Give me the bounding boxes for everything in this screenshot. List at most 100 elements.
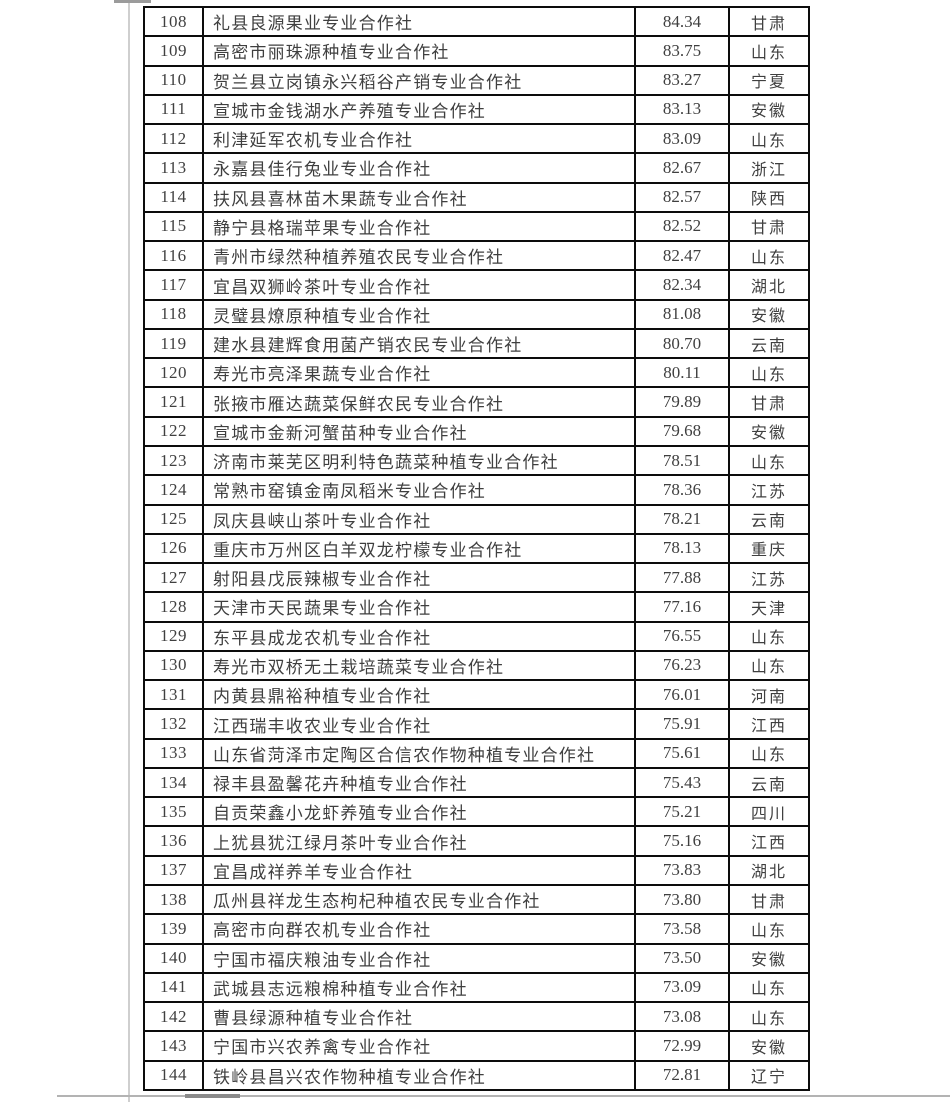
- score-cell: 84.34: [634, 5, 730, 38]
- score-cell: 82.57: [634, 181, 730, 213]
- table-row: 137 宜昌成祥养羊专业合作社 73.83 湖北: [143, 854, 810, 886]
- province-cell: 山东: [728, 444, 810, 477]
- score-cell: 76.55: [634, 620, 730, 652]
- name-cell: 建水县建辉食用菌产销农民专业合作社: [202, 327, 636, 360]
- score-cell: 83.27: [634, 64, 730, 96]
- score-cell: 80.70: [634, 327, 730, 360]
- rank-cell: 143: [143, 1030, 204, 1062]
- rank-cell: 124: [143, 474, 204, 506]
- rank-cell: 113: [143, 152, 204, 184]
- rank-cell: 138: [143, 883, 204, 916]
- province-cell: 山东: [728, 649, 810, 682]
- rank-cell: 135: [143, 796, 204, 828]
- province-cell: 山东: [728, 240, 810, 272]
- score-cell: 75.16: [634, 825, 730, 857]
- score-cell: 73.80: [634, 883, 730, 916]
- name-cell: 瓜州县祥龙生态枸杞种植农民专业合作社: [202, 883, 636, 916]
- table-row: 121 张掖市雁达蔬菜保鲜农民专业合作社 79.89 甘肃: [143, 386, 810, 418]
- table-row: 139 高密市向群农机专业合作社 73.58 山东: [143, 913, 810, 945]
- name-cell: 禄丰县盈馨花卉种植专业合作社: [202, 766, 636, 799]
- province-cell: 山东: [728, 123, 810, 155]
- score-cell: 72.99: [634, 1030, 730, 1062]
- name-cell: 射阳县戊辰辣椒专业合作社: [202, 562, 636, 594]
- score-cell: 75.43: [634, 766, 730, 799]
- name-cell: 扶风县喜林苗木果蔬专业合作社: [202, 181, 636, 213]
- name-cell: 江西瑞丰收农业专业合作社: [202, 708, 636, 740]
- table-row: 109 高密市丽珠源种植专业合作社 83.75 山东: [143, 35, 810, 67]
- rank-cell: 126: [143, 532, 204, 565]
- score-cell: 82.34: [634, 269, 730, 301]
- province-cell: 山东: [728, 913, 810, 945]
- name-cell: 张掖市雁达蔬菜保鲜农民专业合作社: [202, 386, 636, 418]
- top-margin-cap-line: [114, 0, 151, 3]
- table-row: 118 灵璧县燎原种植专业合作社 81.08 安徽: [143, 298, 810, 330]
- province-cell: 江苏: [728, 474, 810, 506]
- score-cell: 82.67: [634, 152, 730, 184]
- score-cell: 73.50: [634, 942, 730, 974]
- table-row: 141 武城县志远粮棉种植专业合作社 73.09 山东: [143, 971, 810, 1004]
- rank-cell: 134: [143, 766, 204, 799]
- province-cell: 安徽: [728, 298, 810, 330]
- province-cell: 安徽: [728, 1030, 810, 1062]
- name-cell: 宜昌成祥养羊专业合作社: [202, 854, 636, 886]
- province-cell: 江西: [728, 825, 810, 857]
- table-row: 132 江西瑞丰收农业专业合作社 75.91 江西: [143, 708, 810, 740]
- score-cell: 75.21: [634, 796, 730, 828]
- table-row: 140 宁国市福庆粮油专业合作社 73.50 安徽: [143, 942, 810, 974]
- table-row: 142 曹县绿源种植专业合作社 73.08 山东: [143, 1001, 810, 1033]
- province-cell: 天津: [728, 591, 810, 623]
- province-cell: 甘肃: [728, 210, 810, 243]
- table-row: 126 重庆市万州区白羊双龙柠檬专业合作社 78.13 重庆: [143, 532, 810, 565]
- score-cell: 77.88: [634, 562, 730, 594]
- name-cell: 永嘉县佳行兔业专业合作社: [202, 152, 636, 184]
- name-cell: 利津延军农机专业合作社: [202, 123, 636, 155]
- name-cell: 凤庆县峡山茶叶专业合作社: [202, 503, 636, 535]
- table-row: 133 山东省菏泽市定陶区合信农作物种植专业合作社 75.61 山东: [143, 737, 810, 769]
- table-row: 120 寿光市亮泽果蔬专业合作社 80.11 山东: [143, 357, 810, 389]
- bottom-page-edge-line-dark: [185, 1094, 240, 1098]
- province-cell: 山东: [728, 971, 810, 1004]
- province-cell: 山东: [728, 1001, 810, 1033]
- score-cell: 83.75: [634, 35, 730, 67]
- rank-cell: 142: [143, 1001, 204, 1033]
- name-cell: 重庆市万州区白羊双龙柠檬专业合作社: [202, 532, 636, 565]
- province-cell: 湖北: [728, 854, 810, 886]
- score-cell: 75.61: [634, 737, 730, 769]
- score-cell: 78.21: [634, 503, 730, 535]
- table-row: 112 利津延军农机专业合作社 83.09 山东: [143, 123, 810, 155]
- province-cell: 甘肃: [728, 5, 810, 38]
- score-cell: 76.23: [634, 649, 730, 682]
- province-cell: 云南: [728, 766, 810, 799]
- name-cell: 礼县良源果业专业合作社: [202, 5, 636, 38]
- score-cell: 82.52: [634, 210, 730, 243]
- name-cell: 宣城市金钱湖水产养殖专业合作社: [202, 93, 636, 126]
- name-cell: 宜昌双狮岭茶叶专业合作社: [202, 269, 636, 301]
- name-cell: 曹县绿源种植专业合作社: [202, 1001, 636, 1033]
- rank-cell: 133: [143, 737, 204, 769]
- table-row: 134 禄丰县盈馨花卉种植专业合作社 75.43 云南: [143, 766, 810, 799]
- table-row: 117 宜昌双狮岭茶叶专业合作社 82.34 湖北: [143, 269, 810, 301]
- table-body: 108 礼县良源果业专业合作社 84.34 甘肃 109 高密市丽珠源种植专业合…: [143, 5, 810, 1092]
- table-row: 116 青州市绿然种植养殖农民专业合作社 82.47 山东: [143, 240, 810, 272]
- province-cell: 山东: [728, 35, 810, 67]
- left-margin-line: [128, 0, 130, 1102]
- rank-cell: 139: [143, 913, 204, 945]
- table-row: 119 建水县建辉食用菌产销农民专业合作社 80.70 云南: [143, 327, 810, 360]
- rank-cell: 144: [143, 1059, 204, 1092]
- table-row: 136 上犹县犹江绿月茶叶专业合作社 75.16 江西: [143, 825, 810, 857]
- rank-cell: 132: [143, 708, 204, 740]
- rank-cell: 125: [143, 503, 204, 535]
- rank-cell: 129: [143, 620, 204, 652]
- table-row: 110 贺兰县立岗镇永兴稻谷产销专业合作社 83.27 宁夏: [143, 64, 810, 96]
- province-cell: 浙江: [728, 152, 810, 184]
- score-cell: 76.01: [634, 679, 730, 711]
- name-cell: 武城县志远粮棉种植专业合作社: [202, 971, 636, 1004]
- rank-cell: 111: [143, 93, 204, 126]
- rank-cell: 121: [143, 386, 204, 418]
- score-cell: 72.81: [634, 1059, 730, 1092]
- rank-cell: 108: [143, 5, 204, 38]
- cooperative-ranking-table: 108 礼县良源果业专业合作社 84.34 甘肃 109 高密市丽珠源种植专业合…: [143, 5, 810, 1092]
- province-cell: 山东: [728, 620, 810, 652]
- name-cell: 高密市丽珠源种植专业合作社: [202, 35, 636, 67]
- score-cell: 77.16: [634, 591, 730, 623]
